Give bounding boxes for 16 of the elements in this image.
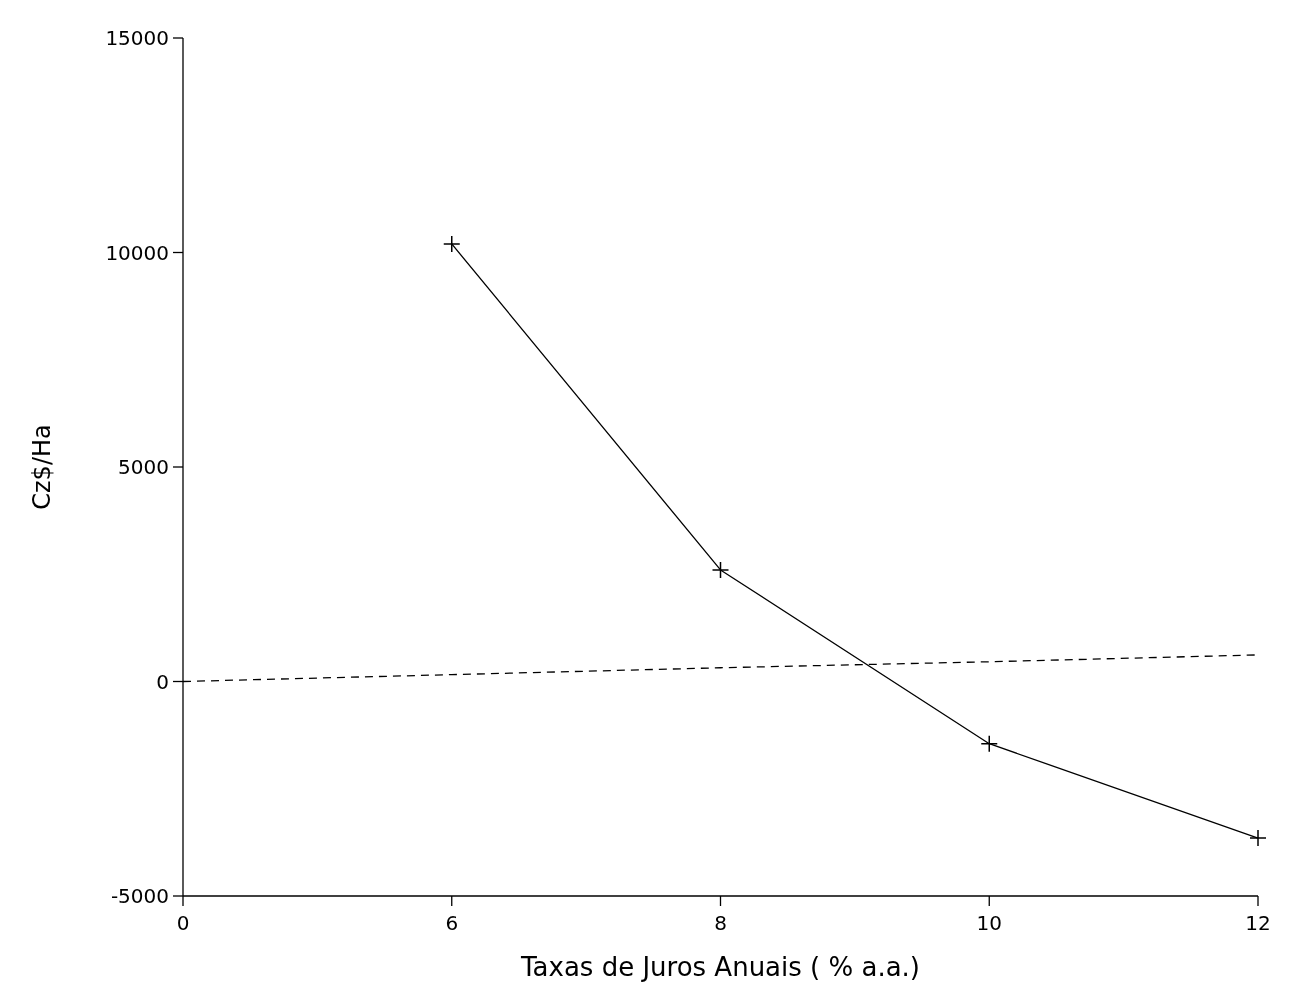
point xyxy=(1249,829,1267,847)
x-tick-label: 12 xyxy=(1245,911,1271,935)
y-tick-label: -5000 xyxy=(110,884,169,908)
point xyxy=(443,235,461,253)
x-tick-label: 10 xyxy=(976,911,1002,935)
x-axis-title: Taxas de Juros Anuais ( % a.a.) xyxy=(519,952,921,982)
y-tick-label: 10000 xyxy=(105,240,169,265)
y-tick-label: 15000 xyxy=(105,26,169,50)
y-tick-label: 0 xyxy=(156,669,169,694)
y-axis-title: Cz$/Ha xyxy=(28,424,56,510)
x-tick-label: 8 xyxy=(714,911,727,935)
x-tick-label: 6 xyxy=(445,911,459,935)
point xyxy=(980,734,998,753)
y-tick-label: 5000 xyxy=(118,455,169,479)
point xyxy=(711,561,730,579)
x-tick-label: 0 xyxy=(176,911,190,935)
